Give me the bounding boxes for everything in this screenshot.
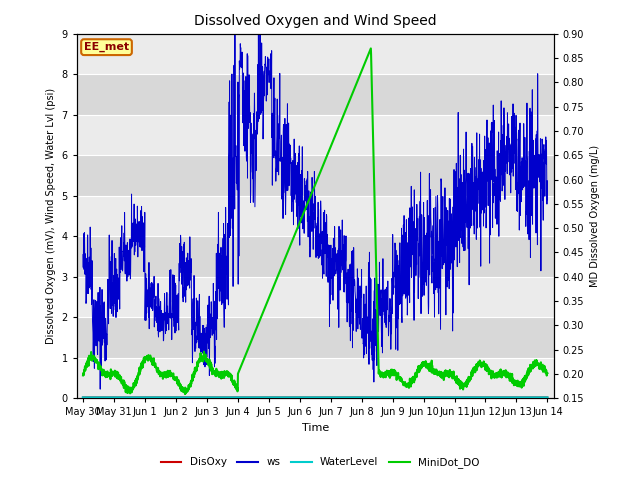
Bar: [77, 74, 554, 115]
Bar: [77, 277, 554, 317]
Bar: [77, 358, 554, 398]
Bar: [77, 34, 554, 74]
Y-axis label: Dissolved Oxygen (mV), Wind Speed, Water Lvl (psi): Dissolved Oxygen (mV), Wind Speed, Water…: [46, 88, 56, 344]
X-axis label: Time: Time: [301, 423, 329, 433]
Bar: [77, 196, 554, 236]
Y-axis label: MD Dissolved Oxygen (mg/L): MD Dissolved Oxygen (mg/L): [590, 145, 600, 287]
Legend: DisOxy, ws, WaterLevel, MiniDot_DO: DisOxy, ws, WaterLevel, MiniDot_DO: [156, 453, 484, 472]
Bar: [77, 155, 554, 196]
Bar: [77, 317, 554, 358]
Bar: [77, 236, 554, 277]
Bar: [77, 115, 554, 155]
Text: EE_met: EE_met: [84, 42, 129, 52]
Title: Dissolved Oxygen and Wind Speed: Dissolved Oxygen and Wind Speed: [194, 14, 436, 28]
